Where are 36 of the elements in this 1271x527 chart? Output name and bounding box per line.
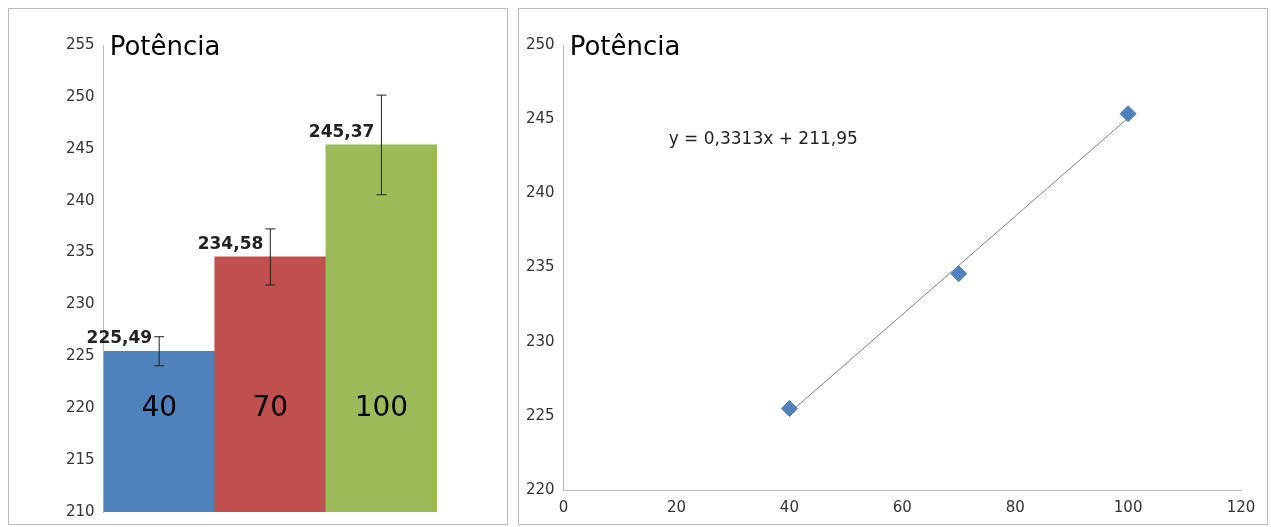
y-tick-label: 240 [525,183,555,202]
y-tick-label: 230 [525,331,555,350]
chart-title: Potência [569,30,681,61]
y-tick-label: 240 [65,190,95,209]
point [780,400,798,418]
y-tick-label: 235 [65,242,95,261]
data-label: 234,58 [197,232,264,253]
data-label: 225,49 [86,327,153,348]
y-tick-label: 245 [525,109,555,128]
x-tick-label: 120 [1226,497,1256,516]
y-tick-label: 255 [65,34,95,53]
x-tick-label: 0 [558,497,569,516]
annotation: y = 0,3313x + 211,95 [668,128,858,149]
y-tick-label: 220 [525,479,555,498]
y-tick-label: 225 [525,405,555,424]
y-tick-label: 215 [65,450,95,468]
y-tick-label: 250 [525,34,555,53]
x-tick-label: 100 [354,389,409,423]
y-tick-label: 250 [65,86,95,105]
x-tick-label: 40 [779,497,799,516]
point [1119,105,1137,123]
x-tick-label: 40 [141,389,178,423]
x-tick-label: 20 [666,497,687,516]
data-label: 245,37 [308,120,375,141]
chart-title: Potência [109,30,221,61]
y-tick-label: 235 [525,257,555,276]
y-tick-label: 220 [65,398,95,417]
y-tick-label: 210 [65,501,95,520]
y-tick-label: 230 [65,294,95,313]
y-tick-label: 245 [65,138,95,157]
x-tick-label: 70 [252,389,289,423]
x-tick-label: 60 [892,497,912,516]
x-tick-label: 100 [1113,497,1143,516]
point [950,265,968,283]
x-tick-label: 80 [1005,497,1025,516]
y-tick-label: 225 [65,346,95,365]
